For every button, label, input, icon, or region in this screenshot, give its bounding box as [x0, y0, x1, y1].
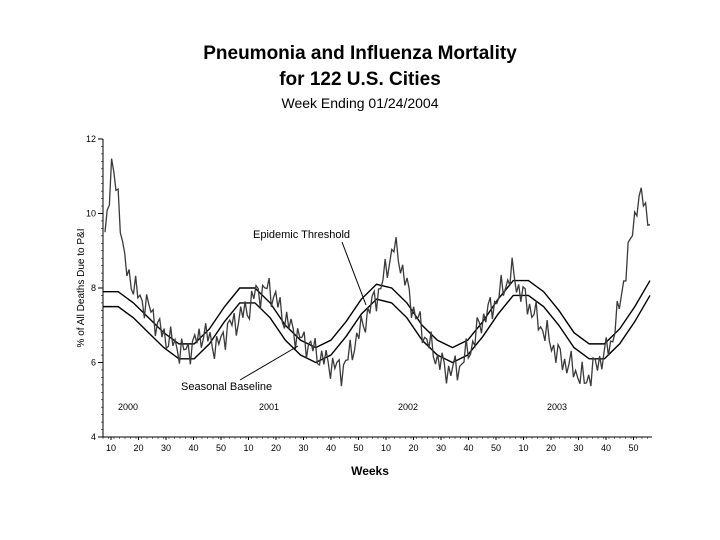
x-tick-label: 30: [436, 443, 446, 453]
x-tick-label: 40: [463, 443, 473, 453]
x-tick-label: 10: [243, 443, 253, 453]
series-lines: [103, 158, 651, 387]
seasonal-baseline-label: Seasonal Baseline: [181, 381, 272, 393]
year-label-2001: 2001: [259, 402, 279, 412]
x-tick-label: 40: [326, 443, 336, 453]
year-label-2000: 2000: [118, 402, 138, 412]
x-tick-label: 10: [106, 443, 116, 453]
x-tick-label: 20: [271, 443, 281, 453]
y-tick-label: 12: [86, 134, 96, 144]
x-tick-label: 20: [408, 443, 418, 453]
axes: [98, 138, 652, 440]
epidemic-leader-line: [341, 241, 367, 306]
x-axis-label: Weeks: [351, 464, 389, 478]
x-tick-label: 40: [601, 443, 611, 453]
y-axis-label: % of All Deaths Due to P&I: [76, 229, 87, 348]
chart-subtitle: Week Ending 01/24/2004: [282, 95, 439, 111]
year-label-2003: 2003: [547, 402, 567, 412]
y-tick-label: 8: [91, 283, 96, 293]
y-tick-label: 10: [86, 209, 96, 219]
y-tick-label: 6: [91, 358, 96, 368]
x-tick-label: 50: [628, 443, 638, 453]
x-tick-label: 50: [216, 443, 226, 453]
chart-title-line2: for 122 U.S. Cities: [279, 69, 441, 90]
epidemic-threshold-label: Epidemic Threshold: [253, 229, 350, 241]
baseline-leader-line: [239, 345, 299, 381]
series-line-pi-deaths: [104, 158, 651, 387]
series-line-epidemic-threshold: [103, 279, 651, 349]
x-tick-label: 20: [133, 443, 143, 453]
chart-title-line1: Pneumonia and Influenza Mortality: [203, 43, 517, 64]
year-label-2002: 2002: [398, 402, 418, 412]
x-tick-label: 10: [518, 443, 528, 453]
x-tick-label: 40: [188, 443, 198, 453]
tick-labels: 4 6 8 10 12 10 20 30 40 50 10 20 30 40 50 10 20 30 40 50 10 2…: [86, 134, 639, 453]
x-tick-label: 30: [298, 443, 308, 453]
x-tick-label: 10: [381, 443, 391, 453]
x-tick-label: 20: [546, 443, 556, 453]
x-tick-label: 50: [353, 443, 363, 453]
x-tick-label: 50: [491, 443, 501, 453]
series-line-seasonal-baseline: [103, 294, 651, 364]
x-tick-label: 30: [573, 443, 583, 453]
x-tick-label: 30: [161, 443, 171, 453]
y-tick-label: 4: [91, 432, 96, 442]
